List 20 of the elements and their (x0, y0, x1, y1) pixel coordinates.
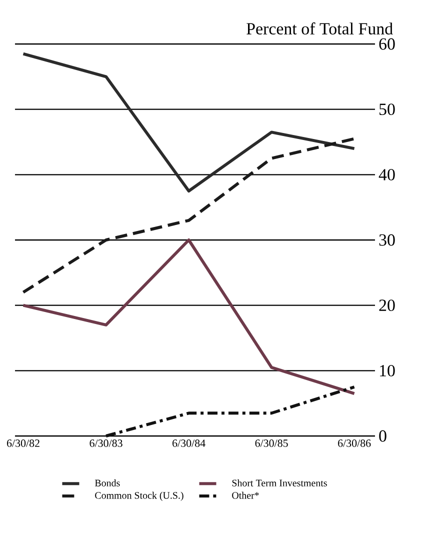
line-series (22, 137, 356, 294)
x-tick-label: 6/30/85 (255, 440, 288, 447)
y-tick-label: 0 (379, 430, 386, 442)
y-tick-label: 10 (380, 364, 395, 376)
y-axis-title: Percent of Total Fund (246, 22, 393, 35)
y-tick-label: 50 (380, 104, 395, 116)
line-series (22, 238, 356, 396)
y-tick-label: 60 (379, 38, 395, 50)
x-tick-label: 6/30/84 (172, 440, 206, 447)
legend-label: Other* (232, 492, 259, 499)
x-tick-label: 6/30/83 (90, 440, 122, 447)
y-tick-label: 30 (379, 234, 395, 246)
y-tick-label: 20 (379, 300, 395, 312)
line-series (22, 52, 356, 192)
legend-label: Bonds (94, 479, 120, 486)
y-tick-label: 40 (378, 168, 395, 180)
x-tick-label: 6/30/82 (7, 440, 40, 447)
legend-label: Common Stock (U.S.) (95, 492, 184, 501)
legend-label: Short Term Investments (232, 479, 327, 486)
x-tick-label: 6/30/86 (338, 440, 371, 447)
